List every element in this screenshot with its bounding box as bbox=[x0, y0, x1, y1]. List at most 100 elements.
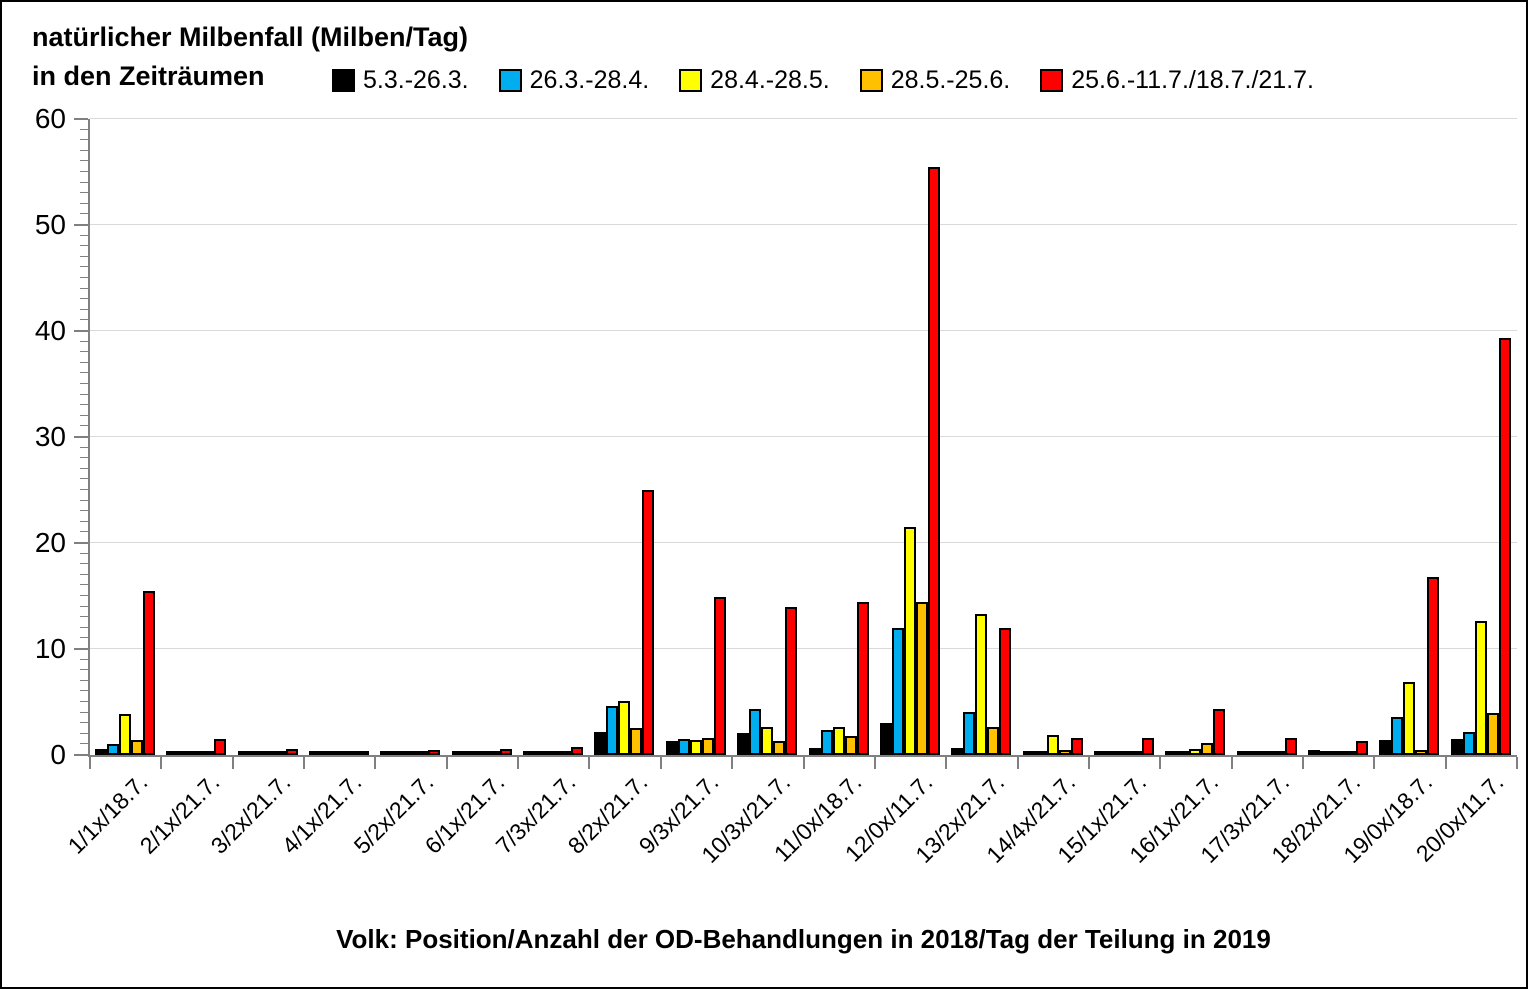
x-tick bbox=[1087, 757, 1090, 769]
y-major-tick bbox=[74, 648, 88, 650]
bar-5.3.-26.3.-8/2x/21.7. bbox=[594, 732, 607, 755]
y-minor-tick bbox=[80, 552, 88, 554]
legend-label: 5.3.-26.3. bbox=[363, 66, 469, 94]
bar-25.6.-11.7./18.7./21.7.-3/2x/21.7. bbox=[285, 749, 298, 755]
y-major-tick bbox=[74, 118, 88, 120]
y-minor-tick bbox=[80, 393, 88, 395]
bar-28.4.-28.5.-1/1x/18.7. bbox=[119, 714, 131, 755]
x-tick bbox=[1016, 757, 1019, 769]
bar-5.3.-26.3.-1/1x/18.7. bbox=[95, 749, 107, 755]
y-minor-tick bbox=[80, 266, 88, 268]
bar-5.3.-26.3.-13/2x/21.7. bbox=[951, 748, 964, 755]
bar-26.3.-28.4.-9/3x/21.7. bbox=[677, 739, 690, 755]
bar-25.6.-11.7./18.7./21.7.-8/2x/21.7. bbox=[642, 490, 655, 755]
y-minor-tick bbox=[80, 128, 88, 130]
x-axis-line bbox=[88, 755, 1517, 757]
legend-label: 28.4.-28.5. bbox=[710, 66, 830, 94]
y-major-tick bbox=[74, 754, 88, 756]
bar-25.6.-11.7./18.7./21.7.-16/1x/21.7. bbox=[1213, 709, 1226, 755]
legend-label: 26.3.-28.4. bbox=[529, 66, 650, 94]
chart-title: natürlicher Milbenfall (Milben/Tag) in d… bbox=[32, 18, 468, 96]
y-minor-tick bbox=[80, 679, 88, 681]
bar-28.5.-25.6.-15/1x/21.7. bbox=[1129, 751, 1142, 755]
y-minor-tick bbox=[80, 563, 88, 565]
bar-26.3.-28.4.-20/0x/11.7. bbox=[1462, 732, 1475, 755]
bar-25.6.-11.7./18.7./21.7.-2/1x/21.7. bbox=[214, 739, 227, 755]
x-tick bbox=[873, 757, 876, 769]
bar-26.3.-28.4.-5/2x/21.7. bbox=[392, 751, 405, 755]
bar-25.6.-11.7./18.7./21.7.-11/0x/18.7. bbox=[856, 602, 869, 755]
bar-28.5.-25.6.-11/0x/18.7. bbox=[844, 736, 857, 755]
bar-5.3.-26.3.-15/1x/21.7. bbox=[1093, 751, 1106, 755]
x-tick bbox=[1444, 757, 1447, 769]
y-minor-tick bbox=[80, 308, 88, 310]
bar-25.6.-11.7./18.7./21.7.-20/0x/11.7. bbox=[1498, 338, 1511, 755]
bar-28.4.-28.5.-11/0x/18.7. bbox=[832, 727, 845, 755]
legend-swatch-icon bbox=[679, 69, 703, 92]
bar-25.6.-11.7./18.7./21.7.-5/2x/21.7. bbox=[428, 750, 441, 755]
bar-5.3.-26.3.-5/2x/21.7. bbox=[380, 751, 393, 755]
y-minor-tick bbox=[80, 319, 88, 321]
x-tick bbox=[374, 757, 377, 769]
bar-28.4.-28.5.-10/3x/21.7. bbox=[761, 727, 774, 755]
bar-28.5.-25.6.-16/1x/21.7. bbox=[1201, 743, 1214, 755]
bar-25.6.-11.7./18.7./21.7.-7/3x/21.7. bbox=[571, 747, 584, 755]
y-minor-tick bbox=[80, 711, 88, 713]
legend: 5.3.-26.3. 26.3.-28.4. 28.4.-28.5. 28.5.-25… bbox=[332, 66, 1314, 95]
x-tick bbox=[1230, 757, 1233, 769]
bar-28.4.-28.5.-20/0x/11.7. bbox=[1474, 621, 1487, 755]
bar-26.3.-28.4.-2/1x/21.7. bbox=[178, 751, 191, 755]
y-minor-tick bbox=[80, 637, 88, 639]
bar-28.4.-28.5.-7/3x/21.7. bbox=[547, 751, 560, 755]
x-tick bbox=[731, 757, 734, 769]
gridline-20 bbox=[90, 542, 1517, 543]
bar-28.4.-28.5.-5/2x/21.7. bbox=[404, 751, 417, 755]
bar-26.3.-28.4.-14/4x/21.7. bbox=[1034, 751, 1047, 755]
y-minor-tick bbox=[80, 404, 88, 406]
bar-25.6.-11.7./18.7./21.7.-4/1x/21.7. bbox=[357, 751, 370, 755]
bar-26.3.-28.4.-18/2x/21.7. bbox=[1319, 751, 1332, 755]
bar-5.3.-26.3.-3/2x/21.7. bbox=[237, 751, 250, 755]
y-minor-tick bbox=[80, 171, 88, 172]
bar-28.5.-25.6.-19/0x/18.7. bbox=[1415, 750, 1428, 755]
bar-5.3.-26.3.-2/1x/21.7. bbox=[166, 751, 179, 755]
y-major-tick bbox=[74, 436, 88, 438]
x-tick bbox=[802, 757, 805, 769]
y-tick-label-0: 0 bbox=[50, 739, 66, 770]
gridline-50 bbox=[90, 224, 1517, 225]
bar-5.3.-26.3.-16/1x/21.7. bbox=[1165, 751, 1178, 755]
bar-28.5.-25.6.-1/1x/18.7. bbox=[131, 740, 143, 755]
y-minor-tick bbox=[80, 340, 88, 342]
y-minor-tick bbox=[80, 160, 88, 162]
legend-swatch-icon bbox=[332, 69, 355, 92]
x-tick bbox=[89, 757, 91, 769]
y-minor-tick bbox=[80, 213, 88, 215]
y-minor-tick bbox=[80, 701, 88, 702]
y-tick-label-10: 10 bbox=[34, 633, 66, 664]
x-tick bbox=[160, 757, 163, 769]
y-minor-tick bbox=[80, 510, 88, 512]
y-minor-tick bbox=[80, 192, 88, 194]
y-minor-tick bbox=[80, 626, 88, 628]
y-minor-tick bbox=[80, 732, 88, 734]
bar-26.3.-28.4.-15/1x/21.7. bbox=[1105, 751, 1118, 755]
bar-28.4.-28.5.-9/3x/21.7. bbox=[689, 740, 702, 755]
y-minor-tick bbox=[80, 478, 88, 480]
y-minor-tick bbox=[80, 489, 88, 490]
bar-25.6.-11.7./18.7./21.7.-17/3x/21.7. bbox=[1284, 738, 1297, 755]
y-axis-line bbox=[88, 119, 90, 757]
bar-28.5.-25.6.-18/2x/21.7. bbox=[1343, 751, 1356, 755]
y-minor-tick bbox=[80, 446, 88, 448]
y-major-tick bbox=[74, 330, 88, 332]
y-minor-tick bbox=[80, 722, 88, 724]
bar-28.5.-25.6.-17/3x/21.7. bbox=[1272, 751, 1285, 755]
bar-5.3.-26.3.-17/3x/21.7. bbox=[1236, 751, 1249, 755]
bar-5.3.-26.3.-14/4x/21.7. bbox=[1022, 751, 1035, 755]
bar-5.3.-26.3.-9/3x/21.7. bbox=[665, 741, 678, 755]
bar-28.5.-25.6.-7/3x/21.7. bbox=[559, 751, 572, 755]
bar-5.3.-26.3.-19/0x/18.7. bbox=[1379, 740, 1392, 755]
y-minor-tick bbox=[80, 414, 88, 416]
x-tick bbox=[517, 757, 520, 769]
y-minor-tick bbox=[80, 658, 88, 660]
bar-25.6.-11.7./18.7./21.7.-1/1x/18.7. bbox=[143, 591, 155, 755]
